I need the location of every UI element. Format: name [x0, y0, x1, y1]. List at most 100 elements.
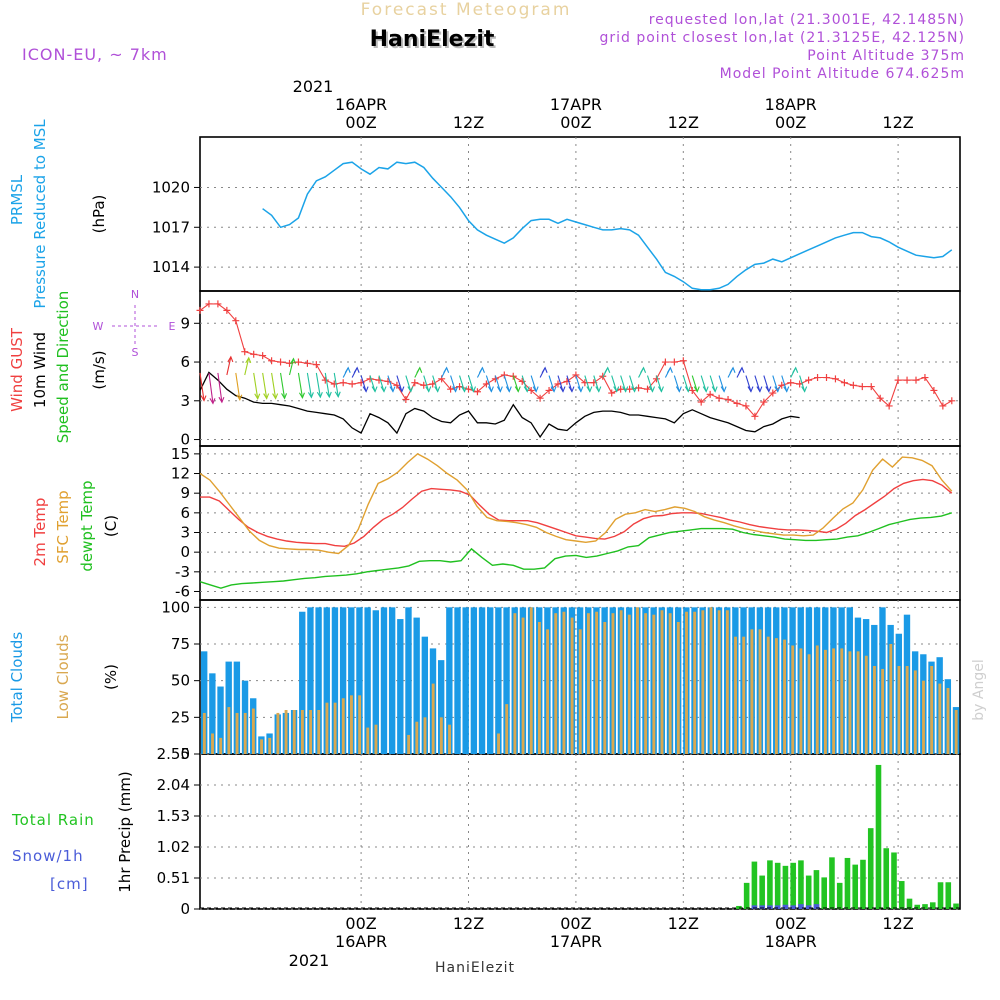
low-cloud-bar	[791, 645, 795, 754]
cm-label: [cm]	[50, 875, 89, 893]
rain-bar	[805, 875, 812, 909]
low-cloud-bar	[546, 629, 550, 754]
gust-marker	[706, 390, 714, 398]
pressure-label: Pressure Reduced to MSL	[31, 119, 49, 309]
pressure-unit: (hPa)	[90, 195, 108, 234]
gust-marker	[232, 317, 240, 325]
requested-coords: requested lon,lat (21.3001E, 42.1485N)	[649, 12, 965, 28]
wind-arrow-head	[774, 386, 781, 393]
wind-arrow	[548, 375, 555, 392]
temp2m-line	[200, 478, 953, 548]
snow-bar	[798, 904, 804, 909]
wind-arrow-head	[514, 386, 521, 393]
wind-arrow-head	[209, 398, 216, 405]
wind-arrow	[575, 375, 582, 392]
wind-arrow	[280, 372, 286, 399]
total-cloud-bar	[413, 617, 420, 754]
gust-marker	[617, 385, 625, 393]
total-cloud-bar	[478, 607, 486, 754]
wind-arrow	[467, 375, 475, 392]
total-cloud-bar	[299, 611, 306, 754]
wind-arrow-head	[729, 366, 736, 374]
wind-arrow-head	[550, 386, 557, 393]
low-cloud-bar	[202, 712, 206, 754]
low-cloud-bar	[260, 739, 263, 754]
wind-arrow-head	[434, 386, 441, 393]
total-cloud-bar	[446, 607, 453, 754]
temp-unit: (C)	[102, 515, 120, 537]
gust-marker	[885, 402, 893, 410]
data-marks	[196, 161, 960, 909]
bottom-time-label: 00Z	[560, 914, 591, 933]
wind-arrow-head	[452, 386, 459, 393]
y-tick-label: 50	[171, 672, 190, 690]
rain-bar	[798, 860, 804, 909]
gust-marker	[715, 394, 723, 402]
low-cloud-bar	[497, 733, 500, 754]
precip-unit: 1hr Precip (mm)	[116, 771, 134, 892]
gust-marker	[375, 376, 383, 384]
wind-arrow-head	[541, 366, 548, 374]
gust-marker	[393, 381, 401, 389]
subtitle: Forecast Meteogram	[361, 0, 572, 20]
total-cloud-bar	[209, 673, 216, 754]
wind-arrow	[700, 375, 707, 392]
gust-marker	[473, 388, 481, 396]
low-cloud-bar	[954, 710, 958, 754]
gust-marker	[465, 385, 472, 393]
low-cloud-bar	[848, 651, 852, 754]
low-cloud-bar	[766, 636, 770, 754]
low-cloud-bar	[292, 710, 296, 754]
rain-bar	[875, 764, 882, 909]
wind-arrow	[324, 372, 330, 398]
bottom-time-label: 12Z	[453, 914, 484, 933]
low-cloud-bar	[276, 712, 280, 754]
wind-arrow-head	[738, 366, 745, 374]
low-cloud-bar	[864, 655, 868, 754]
wind-arrow	[691, 375, 698, 392]
y-tick-label: 9	[180, 484, 190, 502]
wind-dir-label: Speed and Direction	[54, 291, 72, 444]
gust-marker	[536, 394, 544, 402]
wind-arrow-head	[532, 386, 539, 393]
top-year: 2021	[293, 77, 334, 96]
y-tick-label: 6	[180, 504, 190, 522]
rain-bar	[751, 861, 758, 909]
low-cloud-bar	[374, 724, 378, 754]
total-cloud-bar	[421, 636, 429, 754]
snow-bar	[759, 905, 765, 909]
wind-arrow	[306, 372, 312, 398]
gust-marker	[697, 398, 705, 406]
model-altitude: Model Point Altitude 674.625m	[720, 66, 965, 82]
compass-w: W	[93, 320, 104, 333]
total-cloud-bar	[339, 607, 347, 754]
total-cloud-bar	[437, 660, 445, 754]
low-cloud-bar	[676, 622, 680, 754]
snow-bar	[767, 905, 773, 909]
y-tick-label: 1.02	[157, 838, 190, 856]
wind-arrow-head	[254, 393, 261, 400]
rain-bar	[736, 905, 742, 909]
wind-arrow-head	[586, 386, 593, 393]
wind-arrow-head	[801, 386, 808, 393]
panel-frame-pressure	[199, 136, 961, 292]
y-tick-label: 0	[180, 431, 190, 449]
wind-arrow	[521, 375, 528, 392]
wind-arrow	[646, 375, 654, 392]
wind-arrow-head	[765, 386, 772, 393]
rain-bar	[953, 903, 959, 909]
wind-arrow-head	[720, 386, 727, 393]
low-cloud-bar	[366, 727, 370, 754]
bottom-time-label: 00Z	[775, 914, 806, 933]
low-cloud-bar	[930, 666, 934, 754]
low-cloud-bar	[448, 724, 451, 754]
total-cloud-bar	[397, 619, 404, 754]
wind-arrow	[226, 356, 232, 376]
snow-bar	[751, 905, 758, 909]
point-altitude: Point Altitude 375m	[807, 48, 965, 64]
wind-arrow-head	[640, 366, 647, 374]
snow-label: Snow/1h	[12, 847, 84, 865]
low-cloud-bar	[823, 649, 827, 754]
wind-arrow	[673, 375, 680, 392]
low-cloud-bar	[562, 611, 566, 754]
